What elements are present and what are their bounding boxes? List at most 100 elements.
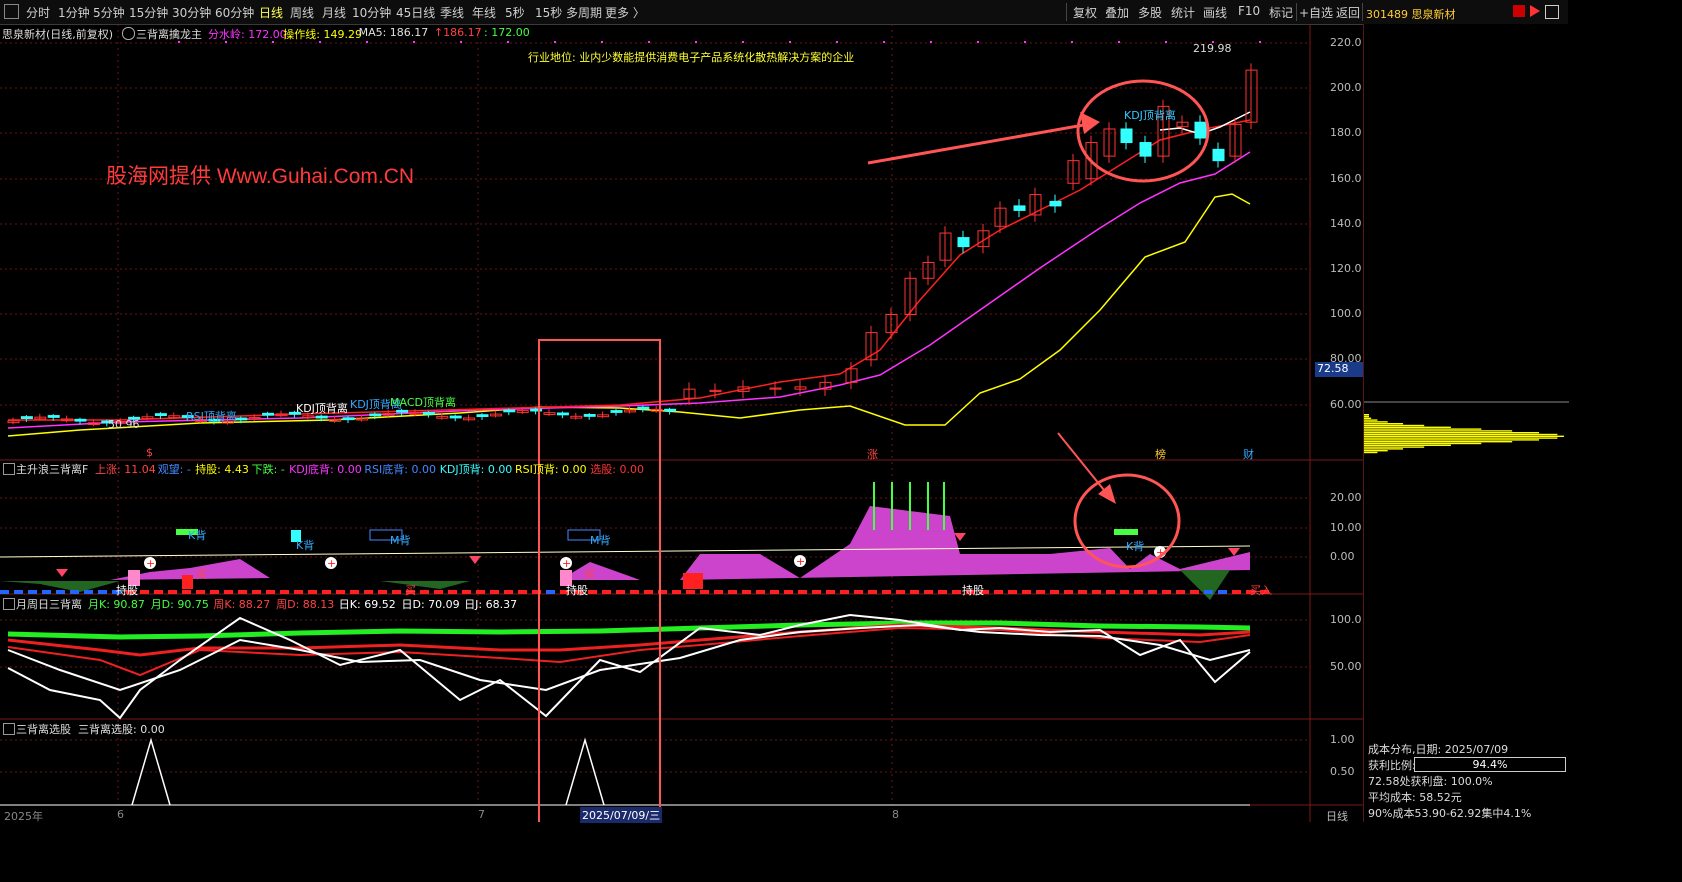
candle-body xyxy=(422,411,435,415)
panel3-toggle-icon[interactable] xyxy=(3,598,15,610)
cost-bar xyxy=(1364,421,1388,423)
candle-body xyxy=(302,415,315,419)
p2-annotation: 买 xyxy=(584,568,595,581)
period-tab-6[interactable]: 日线 xyxy=(259,6,284,20)
candle-body xyxy=(195,419,208,422)
p2-signal-dash xyxy=(658,590,667,594)
toolbar-button-1[interactable]: 叠加 xyxy=(1105,6,1130,20)
toolbar-button-4[interactable]: 画线 xyxy=(1203,6,1228,20)
candle-body xyxy=(355,417,368,421)
stock-code-name[interactable]: 301489 思泉新材 xyxy=(1366,8,1456,21)
toolbar-button-8[interactable]: 返回 xyxy=(1336,6,1361,20)
p2-annotation: 买 xyxy=(196,568,207,581)
period-tab-9[interactable]: 10分钟 xyxy=(352,6,392,20)
cost-bar xyxy=(1364,430,1513,432)
toolbar-button-5[interactable]: F10 xyxy=(1238,4,1261,18)
candle-body xyxy=(1139,142,1152,157)
signal-dot xyxy=(1118,41,1120,43)
panel2-name[interactable]: 主升浪三背离F xyxy=(16,463,89,476)
period-tab-16[interactable]: 更多 〉 xyxy=(605,6,645,20)
period-tab-0[interactable]: 分时 xyxy=(26,6,51,20)
period-tab-1[interactable]: 1分钟 xyxy=(58,6,90,20)
p2-signal-dash xyxy=(1078,590,1087,594)
candle-body xyxy=(489,413,502,417)
y-tick-main-0: 220.0 xyxy=(1330,36,1362,49)
menu-icon[interactable] xyxy=(1545,5,1559,19)
p2-signal-dash xyxy=(1190,590,1199,594)
candle-body xyxy=(1013,205,1026,211)
period-tab-8[interactable]: 月线 xyxy=(322,6,347,20)
p2-signal-dash xyxy=(1246,590,1255,594)
p2-signal-dash xyxy=(574,590,583,594)
low-price-label: 50.96 xyxy=(108,418,140,431)
period-tab-5[interactable]: 60分钟 xyxy=(215,6,255,20)
period-tab-3[interactable]: 15分钟 xyxy=(129,6,169,20)
indicator-name[interactable]: 三背离擒龙主 xyxy=(136,28,202,41)
candle-body xyxy=(922,261,935,279)
candle-body xyxy=(610,410,623,413)
period-tab-11[interactable]: 季线 xyxy=(440,6,465,20)
f10-icon[interactable] xyxy=(1513,5,1525,17)
candle-body xyxy=(503,409,516,413)
panel2-toggle-icon[interactable] xyxy=(3,463,15,475)
period-tab-13[interactable]: 5秒 xyxy=(505,6,525,20)
plus-sign: + xyxy=(146,557,155,570)
plus-circle-icon xyxy=(144,557,156,569)
period-tab-4[interactable]: 30分钟 xyxy=(172,6,212,20)
panel3-name[interactable]: 月周日三背离 xyxy=(16,598,82,611)
ma-red-path xyxy=(8,119,1251,421)
toolbar-separator xyxy=(1296,3,1297,21)
p2vals-value-3: 下跌: - xyxy=(251,463,285,476)
toolbar-button-3[interactable]: 统计 xyxy=(1171,6,1196,20)
p2-signal-dash xyxy=(406,590,415,594)
p2-buy-marker xyxy=(182,575,193,589)
y-tick-p4-1: 0.50 xyxy=(1330,765,1355,778)
period-tab-12[interactable]: 年线 xyxy=(472,6,497,20)
kdj-top-divergence-label-2: KDJ顶背离 xyxy=(296,402,348,415)
p2-signal-dash xyxy=(490,590,499,594)
period-tab-15[interactable]: 多周期 xyxy=(566,6,603,20)
title-settings-icon[interactable] xyxy=(122,27,135,40)
candle-body xyxy=(543,412,556,415)
p2-signal-dash xyxy=(588,590,597,594)
period-tab-14[interactable]: 15秒 xyxy=(535,6,563,20)
toolbar-button-0[interactable]: 复权 xyxy=(1073,6,1098,20)
toolbar-button-7[interactable]: +自选 xyxy=(1299,6,1334,20)
candle-body xyxy=(476,414,489,418)
toolbar-button-2[interactable]: 多股 xyxy=(1138,6,1163,20)
y-tick-main-8: 60.00 xyxy=(1330,398,1362,411)
p2-signal-dash xyxy=(350,590,359,594)
rsi-top-divergence-label: RSI顶背离 xyxy=(186,410,237,423)
candle-body xyxy=(396,409,409,413)
x-axis-label-year: 2025年 xyxy=(4,810,43,823)
p2-k-marker xyxy=(291,530,301,542)
play-icon[interactable] xyxy=(1530,5,1540,17)
panel4-toggle-icon[interactable] xyxy=(3,723,15,735)
p2-signal-dash xyxy=(154,590,163,594)
watershed-line xyxy=(7,151,1251,429)
period-tab-2[interactable]: 5分钟 xyxy=(93,6,125,20)
period-tab-10[interactable]: 45日线 xyxy=(396,6,436,20)
candle-body xyxy=(1085,142,1098,180)
window-menu-icon[interactable] xyxy=(4,4,19,19)
period-tab-7[interactable]: 周线 xyxy=(290,6,315,20)
cost-bar xyxy=(1364,432,1540,434)
p2-signal-dash xyxy=(378,590,387,594)
signal-dot xyxy=(977,41,979,43)
p2vals-value-4: KDJ底背: 0.00 xyxy=(289,463,362,476)
candle-body xyxy=(74,418,87,422)
candle-body xyxy=(845,368,858,383)
p3vals-value-6: 日J: 68.37 xyxy=(464,598,518,611)
signal-dot xyxy=(742,41,744,43)
signal-dot xyxy=(930,41,932,43)
candle-body xyxy=(436,415,449,419)
signal-dot xyxy=(1071,41,1073,43)
y-tick-main-6: 100.0 xyxy=(1330,307,1362,320)
p2-signal-dash xyxy=(462,590,471,594)
candle-body xyxy=(463,417,476,421)
p2-signal-dash xyxy=(168,590,177,594)
panel4-name[interactable]: 三背离选股 xyxy=(16,723,71,736)
p2-signal-dash xyxy=(546,590,555,594)
toolbar-button-6[interactable]: 标记 xyxy=(1269,6,1294,20)
